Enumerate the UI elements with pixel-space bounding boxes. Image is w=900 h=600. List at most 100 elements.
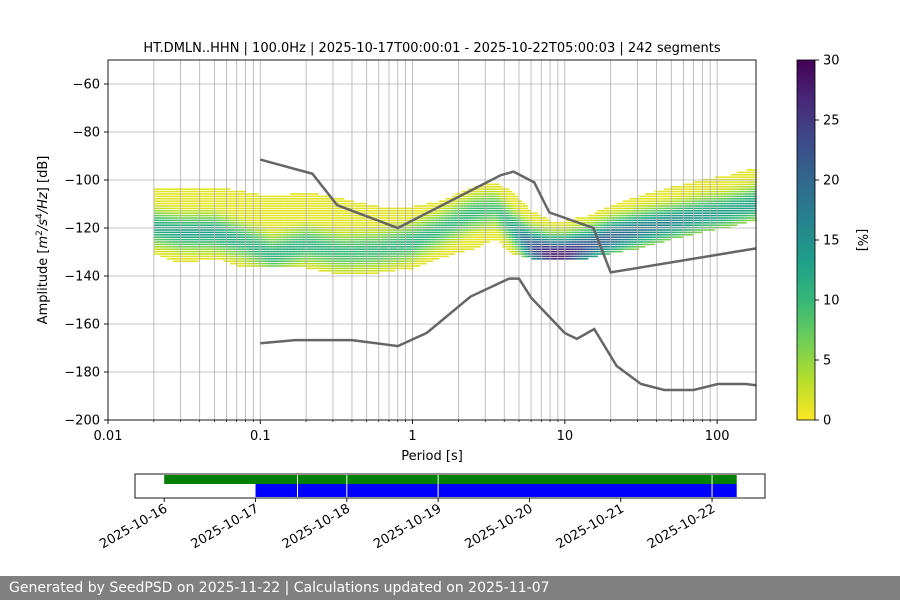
heatmap-cell bbox=[473, 195, 478, 198]
heatmap-cell bbox=[347, 260, 351, 262]
heatmap-cell bbox=[290, 195, 294, 198]
heatmap-cell bbox=[664, 188, 668, 190]
heatmap-cell bbox=[432, 258, 437, 260]
heatmap-cell bbox=[223, 193, 228, 195]
heatmap-cell bbox=[477, 222, 481, 224]
heatmap-cell bbox=[670, 200, 674, 202]
heatmap-cell bbox=[588, 231, 592, 234]
heatmap-cell bbox=[480, 214, 484, 217]
heatmap-cell bbox=[255, 219, 259, 222]
heatmap-cell bbox=[302, 202, 307, 205]
heatmap-cell bbox=[511, 229, 516, 231]
heatmap-cell bbox=[337, 229, 342, 231]
heatmap-cell bbox=[359, 248, 364, 250]
heatmap-cell bbox=[597, 214, 602, 217]
heatmap-cell bbox=[245, 219, 250, 222]
heatmap-cell bbox=[442, 205, 446, 207]
heatmap-cell bbox=[233, 262, 237, 265]
heatmap-cell bbox=[638, 210, 643, 212]
heatmap-cell bbox=[546, 246, 551, 248]
heatmap-cell bbox=[648, 207, 652, 210]
heatmap-cell bbox=[489, 212, 494, 214]
heatmap-cell bbox=[458, 234, 462, 236]
heatmap-cell bbox=[315, 267, 320, 270]
heatmap-cell bbox=[261, 205, 266, 207]
heatmap-cell bbox=[286, 224, 291, 226]
heatmap-cell bbox=[746, 200, 751, 202]
heatmap-cell bbox=[575, 258, 579, 260]
heatmap-cell bbox=[619, 224, 624, 226]
heatmap-cell bbox=[229, 210, 234, 212]
heatmap-cell bbox=[280, 236, 285, 238]
heatmap-cell bbox=[245, 253, 250, 255]
heatmap-cell bbox=[603, 210, 608, 212]
heatmap-cell bbox=[648, 224, 652, 226]
heatmap-cell bbox=[670, 212, 674, 214]
heatmap-cell bbox=[486, 236, 491, 238]
heatmap-cell bbox=[454, 250, 459, 253]
heatmap-cell bbox=[638, 207, 643, 210]
heatmap-cell bbox=[461, 224, 465, 226]
heatmap-cell bbox=[435, 217, 440, 219]
heatmap-cell bbox=[540, 219, 545, 222]
heatmap-cell bbox=[255, 241, 259, 243]
heatmap-cell bbox=[442, 241, 446, 243]
heatmap-cell bbox=[622, 224, 627, 226]
heatmap-cell bbox=[705, 229, 709, 231]
heatmap-cell bbox=[248, 217, 253, 219]
heatmap-cell bbox=[369, 243, 373, 246]
heatmap-cell bbox=[302, 210, 307, 212]
heatmap-cell bbox=[546, 219, 551, 222]
heatmap-cell bbox=[518, 222, 522, 224]
heatmap-cell bbox=[423, 258, 427, 260]
heatmap-cell bbox=[309, 222, 313, 224]
heatmap-cell bbox=[375, 243, 380, 246]
heatmap-cell bbox=[442, 212, 446, 214]
heatmap-cell bbox=[378, 270, 383, 272]
heatmap-cell bbox=[229, 248, 234, 250]
heatmap-cell bbox=[188, 246, 193, 248]
heatmap-cell bbox=[645, 224, 649, 226]
heatmap-cell bbox=[299, 238, 304, 241]
heatmap-cell bbox=[553, 241, 557, 243]
heatmap-cell bbox=[340, 234, 345, 236]
heatmap-cell bbox=[477, 193, 481, 195]
heatmap-cell bbox=[499, 241, 503, 243]
heatmap-cell bbox=[657, 217, 662, 219]
heatmap-cell bbox=[613, 234, 617, 236]
heatmap-cell bbox=[565, 241, 570, 243]
heatmap-cell bbox=[290, 224, 294, 226]
heatmap-cell bbox=[664, 202, 668, 205]
heatmap-cell bbox=[315, 224, 320, 226]
heatmap-cell bbox=[515, 238, 519, 241]
heatmap-cell bbox=[293, 258, 297, 260]
timeline-tick-label: 2025-10-22 bbox=[645, 501, 718, 552]
heatmap-cell bbox=[619, 243, 624, 246]
heatmap-cell bbox=[252, 200, 256, 202]
heatmap-cell bbox=[226, 260, 231, 262]
heatmap-cell bbox=[245, 214, 250, 217]
heatmap-cell bbox=[229, 222, 234, 224]
heatmap-cell bbox=[264, 198, 269, 200]
heatmap-cell bbox=[591, 231, 595, 234]
heatmap-cell bbox=[537, 229, 541, 231]
heatmap-cell bbox=[702, 207, 706, 210]
heatmap-cell bbox=[641, 217, 646, 219]
heatmap-cell bbox=[660, 207, 665, 210]
heatmap-cell bbox=[353, 222, 358, 224]
heatmap-cell bbox=[394, 210, 399, 212]
heatmap-cell bbox=[508, 234, 513, 236]
heatmap-cell bbox=[480, 202, 484, 205]
heatmap-cell bbox=[201, 190, 205, 193]
heatmap-cell bbox=[553, 229, 557, 231]
heatmap-cell bbox=[613, 238, 617, 241]
heatmap-cell bbox=[169, 210, 174, 212]
heatmap-cell bbox=[299, 207, 304, 210]
heatmap-cell bbox=[375, 253, 380, 255]
heatmap-cell bbox=[407, 246, 411, 248]
heatmap-cell bbox=[591, 246, 595, 248]
heatmap-cell bbox=[413, 234, 418, 236]
heatmap-cell bbox=[248, 265, 253, 267]
heatmap-cell bbox=[290, 231, 294, 234]
heatmap-cell bbox=[153, 250, 158, 253]
